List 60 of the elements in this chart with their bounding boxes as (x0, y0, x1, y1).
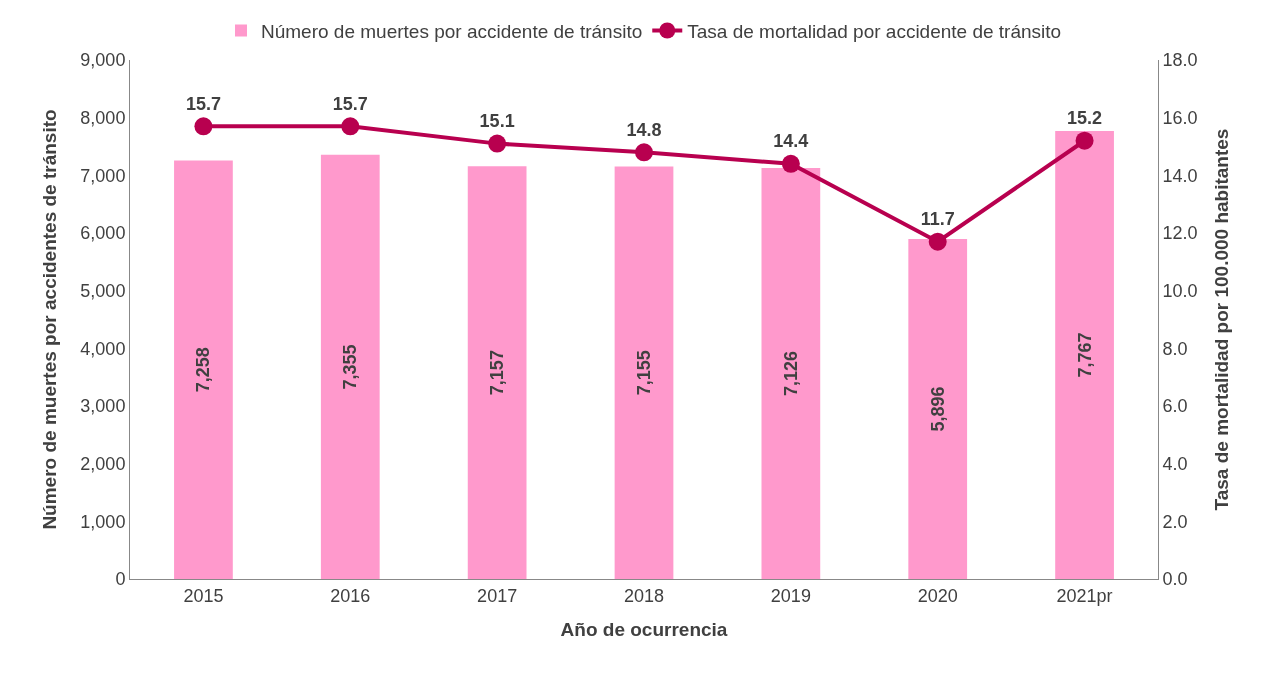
data-label: 7,258 (193, 347, 214, 393)
legend-label: Número de muertes por accidente de tránsito (261, 20, 643, 42)
data-label: 15.1 (479, 110, 515, 131)
x-tick-label: 2018 (623, 585, 665, 606)
y2-tick-label: 0.0 (1162, 569, 1188, 590)
x-tick-label: 2020 (917, 585, 958, 606)
x-tick-label: 2016 (330, 585, 371, 606)
data-label: 14.8 (626, 119, 662, 140)
data-label: 7,355 (340, 344, 361, 390)
y-axis-title: Número de muertes por accidentes de tránsito (39, 109, 61, 530)
y2-tick-label: 12.0 (1162, 223, 1198, 244)
bar (467, 166, 527, 579)
y-tick-label: 0 (115, 569, 126, 590)
y2-tick-label: 2.0 (1162, 511, 1188, 532)
point (194, 117, 213, 136)
point (781, 154, 800, 173)
y-tick-label: 9,000 (80, 50, 126, 71)
y-tick-label: 6,000 (80, 223, 126, 244)
data-label: 7,126 (780, 351, 801, 397)
point (488, 134, 507, 153)
data-label: 15.2 (1067, 107, 1103, 128)
data-label: 15.7 (185, 93, 221, 114)
point (635, 143, 653, 162)
x-tick-label: 2019 (770, 585, 811, 606)
x-tick-label: 2017 (477, 585, 518, 606)
data-label: 5,896 (927, 386, 948, 432)
x-tick-label: 2015 (183, 585, 224, 606)
data-label: 7,155 (634, 350, 654, 396)
x-tick-label: 2021pr (1056, 585, 1113, 606)
data-label: 11.7 (920, 208, 955, 229)
data-label: 7,157 (487, 350, 508, 396)
bar (174, 160, 233, 579)
y-tick-label: 8,000 (80, 107, 126, 128)
y-tick-label: 7,000 (80, 165, 126, 186)
y-tick-label: 1,000 (80, 511, 126, 532)
x-axis-title: Año de ocurrencia (560, 619, 728, 641)
y2-tick-label: 6.0 (1162, 396, 1188, 417)
point (341, 117, 360, 136)
point (928, 232, 947, 251)
y2-tick-label: 10.0 (1162, 280, 1198, 301)
bar (908, 239, 968, 579)
data-label: 7,767 (1074, 332, 1095, 378)
y-tick-label: 4,000 (80, 338, 126, 359)
bar (761, 168, 821, 579)
data-label: 15.7 (332, 93, 368, 114)
y2-tick-label: 4.0 (1162, 453, 1188, 474)
bar (614, 166, 674, 579)
point (1075, 131, 1094, 150)
y2-tick-label: 8.0 (1162, 338, 1188, 359)
y-tick-label: 2,000 (80, 453, 126, 474)
bar (320, 154, 380, 579)
y2-axis-title: Tasa de mortalidad por 100.000 habitantes (1211, 128, 1233, 511)
y-tick-label: 3,000 (80, 396, 126, 417)
bar (1055, 131, 1114, 579)
y2-tick-label: 16.0 (1162, 107, 1198, 128)
data-label: 14.4 (773, 131, 809, 152)
y2-tick-label: 14.0 (1162, 165, 1198, 186)
y2-tick-label: 18.0 (1162, 50, 1198, 71)
y-tick-label: 5,000 (80, 280, 126, 301)
legend-label: Tasa de mortalidad por accidente de tránsito (687, 20, 1062, 42)
